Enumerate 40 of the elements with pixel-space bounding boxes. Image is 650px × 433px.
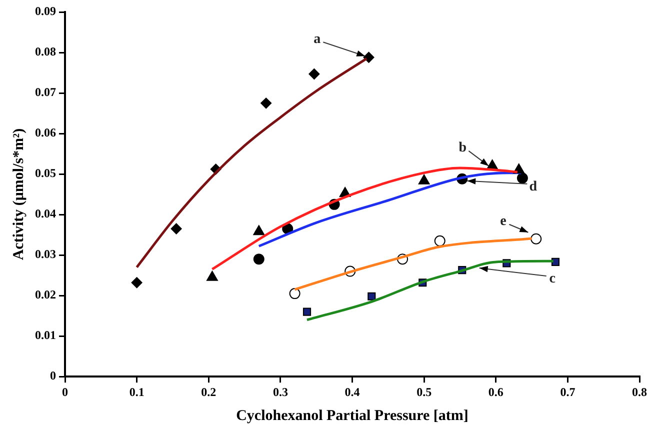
y-tick-label: 0.05 <box>35 166 56 180</box>
annotation: c <box>549 272 556 287</box>
point <box>131 277 142 288</box>
point <box>170 223 182 234</box>
point <box>260 98 272 109</box>
x-tick-label: 0.2 <box>201 384 216 399</box>
y-tick-label: 0.04 <box>35 206 56 221</box>
y-tick-label: 0.08 <box>35 44 56 59</box>
x-tick-label: 0.4 <box>344 384 360 399</box>
x-tick-label: 0.8 <box>632 384 647 399</box>
y-tick-label: 0.09 <box>35 4 56 18</box>
annotation: a <box>314 32 321 47</box>
point <box>289 288 300 300</box>
point <box>368 292 376 300</box>
y-tick-label: 0.02 <box>35 288 56 302</box>
x-tick-label: 0.7 <box>560 384 576 399</box>
annotation: b <box>458 140 467 156</box>
point <box>434 235 446 246</box>
y-tick-label: 0.07 <box>35 85 56 100</box>
point <box>302 308 312 316</box>
point <box>530 233 542 244</box>
y-tick-label: 0.01 <box>35 328 56 342</box>
point <box>516 172 528 184</box>
y-tick-label: 0.06 <box>35 126 56 140</box>
x-tick-label: 0.1 <box>129 384 144 399</box>
y-tick-label: 0.03 <box>35 247 56 262</box>
y-axis-title: Activity (μmol/s*m²) <box>10 128 27 260</box>
point <box>253 254 264 265</box>
x-axis-title: Cyclohexanol Partial Pressure [atm] <box>236 408 468 424</box>
annotation: e <box>500 214 506 229</box>
x-tick-label: 0.3 <box>272 384 288 399</box>
x-tick-label: 0.5 <box>416 384 432 399</box>
point <box>308 68 320 80</box>
x-tick-label: 0.6 <box>488 384 504 399</box>
annotation: d <box>529 180 538 195</box>
point <box>551 258 560 266</box>
point <box>253 225 265 236</box>
x-tick-label: 0 <box>62 384 68 399</box>
point <box>363 52 374 63</box>
y-tick-label: 0 <box>50 368 56 383</box>
